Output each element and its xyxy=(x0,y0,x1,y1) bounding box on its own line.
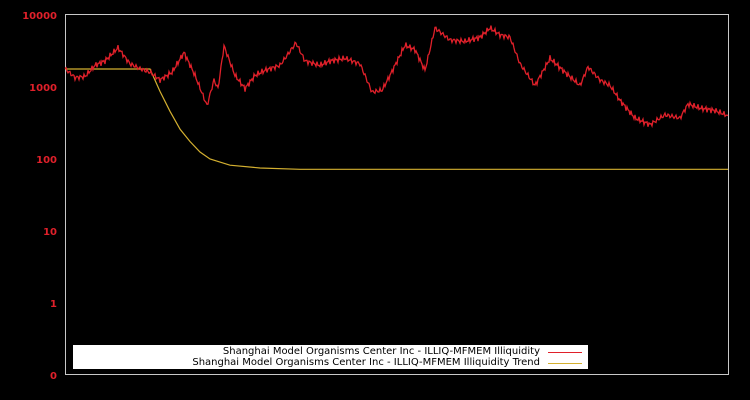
plot-frame xyxy=(65,14,729,375)
y-tick-label: 100 xyxy=(36,155,57,166)
legend-label: Shanghai Model Organisms Center Inc - IL… xyxy=(192,357,540,368)
legend-swatch-red xyxy=(548,352,582,353)
y-tick-label: 10 xyxy=(43,227,57,238)
legend-label: Shanghai Model Organisms Center Inc - IL… xyxy=(222,346,540,357)
y-tick-label: 10000 xyxy=(22,11,57,22)
legend-item-illiquidity: Shanghai Model Organisms Center Inc - IL… xyxy=(223,346,540,358)
legend-swatch-yellow xyxy=(548,363,582,364)
illiquidity-line xyxy=(64,25,729,129)
y-tick-label: 1000 xyxy=(29,83,57,94)
illiquidity-trend-line xyxy=(65,68,728,170)
legend-item-trend: Shanghai Model Organisms Center Inc - IL… xyxy=(192,357,540,369)
y-tick-label: 0 xyxy=(50,371,57,382)
y-tick-label: 1 xyxy=(50,299,57,310)
legend: Shanghai Model Organisms Center Inc - IL… xyxy=(73,345,588,369)
